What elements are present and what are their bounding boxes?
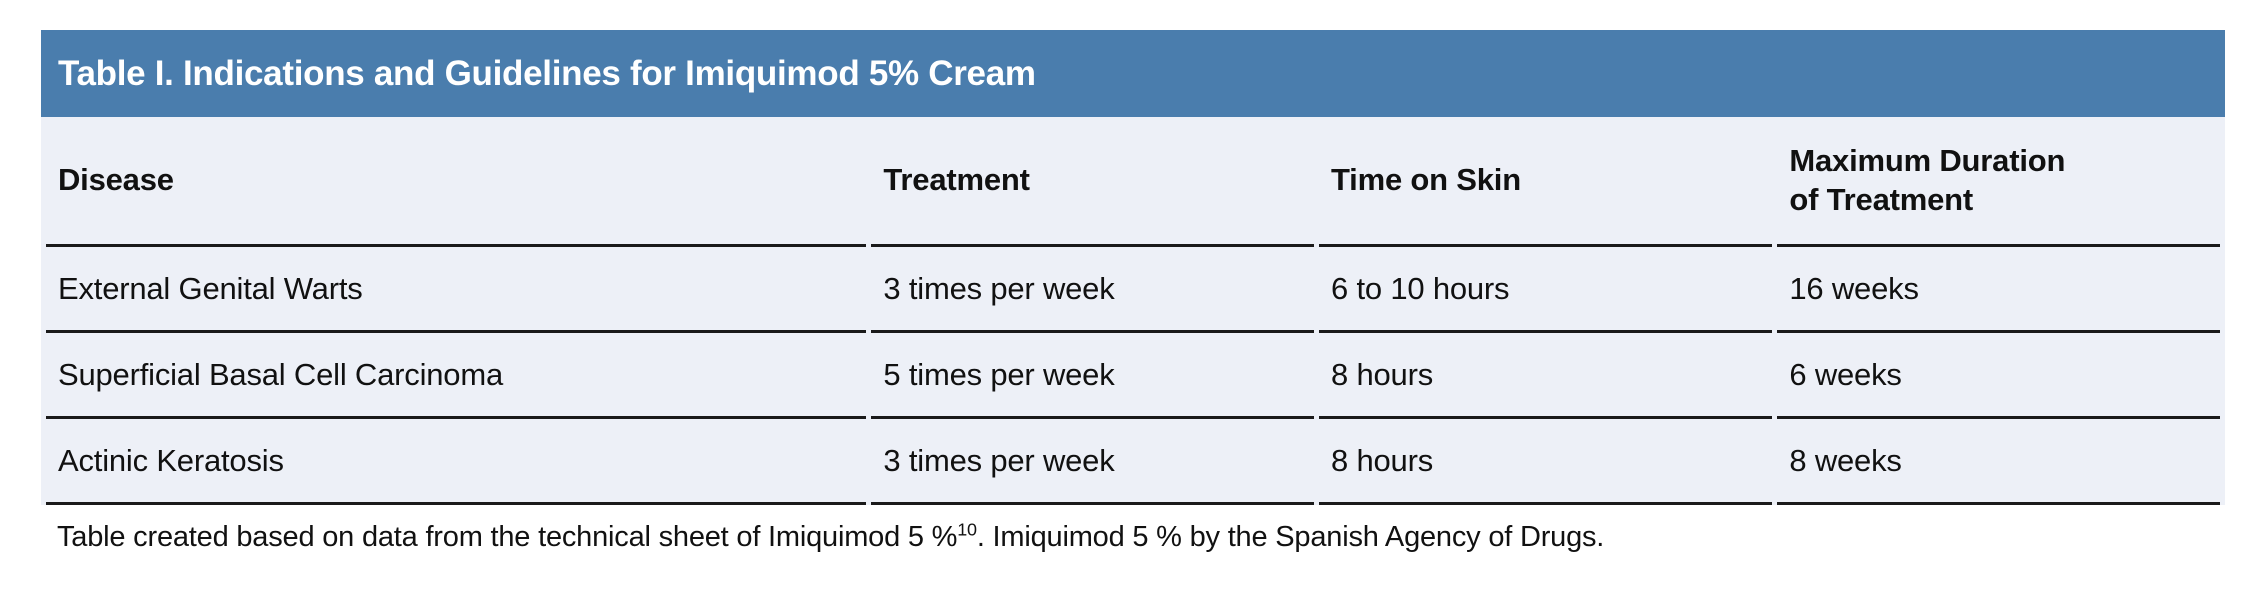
table-title-bar: Table I. Indications and Guidelines for …: [41, 30, 2225, 117]
table-footnote: Table created based on data from the tec…: [57, 519, 1605, 554]
cell-disease: Superficial Basal Cell Carcinoma: [46, 333, 867, 419]
cell-treatment: 5 times per week: [871, 333, 1314, 419]
cell-time-on-skin: 8 hours: [1319, 333, 1773, 419]
cell-max-duration: 8 weeks: [1777, 419, 2220, 505]
cell-time-on-skin: 6 to 10 hours: [1319, 247, 1773, 333]
column-header-time-on-skin: Time on Skin: [1319, 117, 1773, 247]
column-header-disease: Disease: [46, 117, 867, 247]
cell-treatment: 3 times per week: [871, 247, 1314, 333]
column-header-treatment: Treatment: [871, 117, 1314, 247]
footnote-text: Table created based on data from the tec…: [57, 521, 958, 553]
table-row: Superficial Basal Cell Carcinoma 5 times…: [46, 333, 2220, 419]
cell-treatment: 3 times per week: [871, 419, 1314, 505]
column-header-maximum-duration: Maximum Duration of Treatment: [1777, 117, 2220, 247]
cell-disease: Actinic Keratosis: [46, 419, 867, 505]
cell-max-duration: 16 weeks: [1777, 247, 2220, 333]
cell-time-on-skin: 8 hours: [1319, 419, 1773, 505]
table-title: Table I. Indications and Guidelines for …: [58, 53, 1036, 93]
table-figure: Table I. Indications and Guidelines for …: [41, 30, 2225, 505]
table-body-background: Disease Treatment Time on Skin Maximum D…: [41, 117, 2225, 505]
header-row: Disease Treatment Time on Skin Maximum D…: [46, 117, 2220, 247]
table-row: Actinic Keratosis 3 times per week 8 hou…: [46, 419, 2220, 505]
cell-disease: External Genital Warts: [46, 247, 867, 333]
footnote-text-continued: . Imiquimod 5 % by the Spanish Agency of…: [976, 521, 1605, 553]
table-row: External Genital Warts 3 times per week …: [46, 247, 2220, 333]
indications-table: Disease Treatment Time on Skin Maximum D…: [41, 117, 2225, 505]
cell-max-duration: 6 weeks: [1777, 333, 2220, 419]
footnote-reference-superscript: 10: [957, 519, 977, 540]
